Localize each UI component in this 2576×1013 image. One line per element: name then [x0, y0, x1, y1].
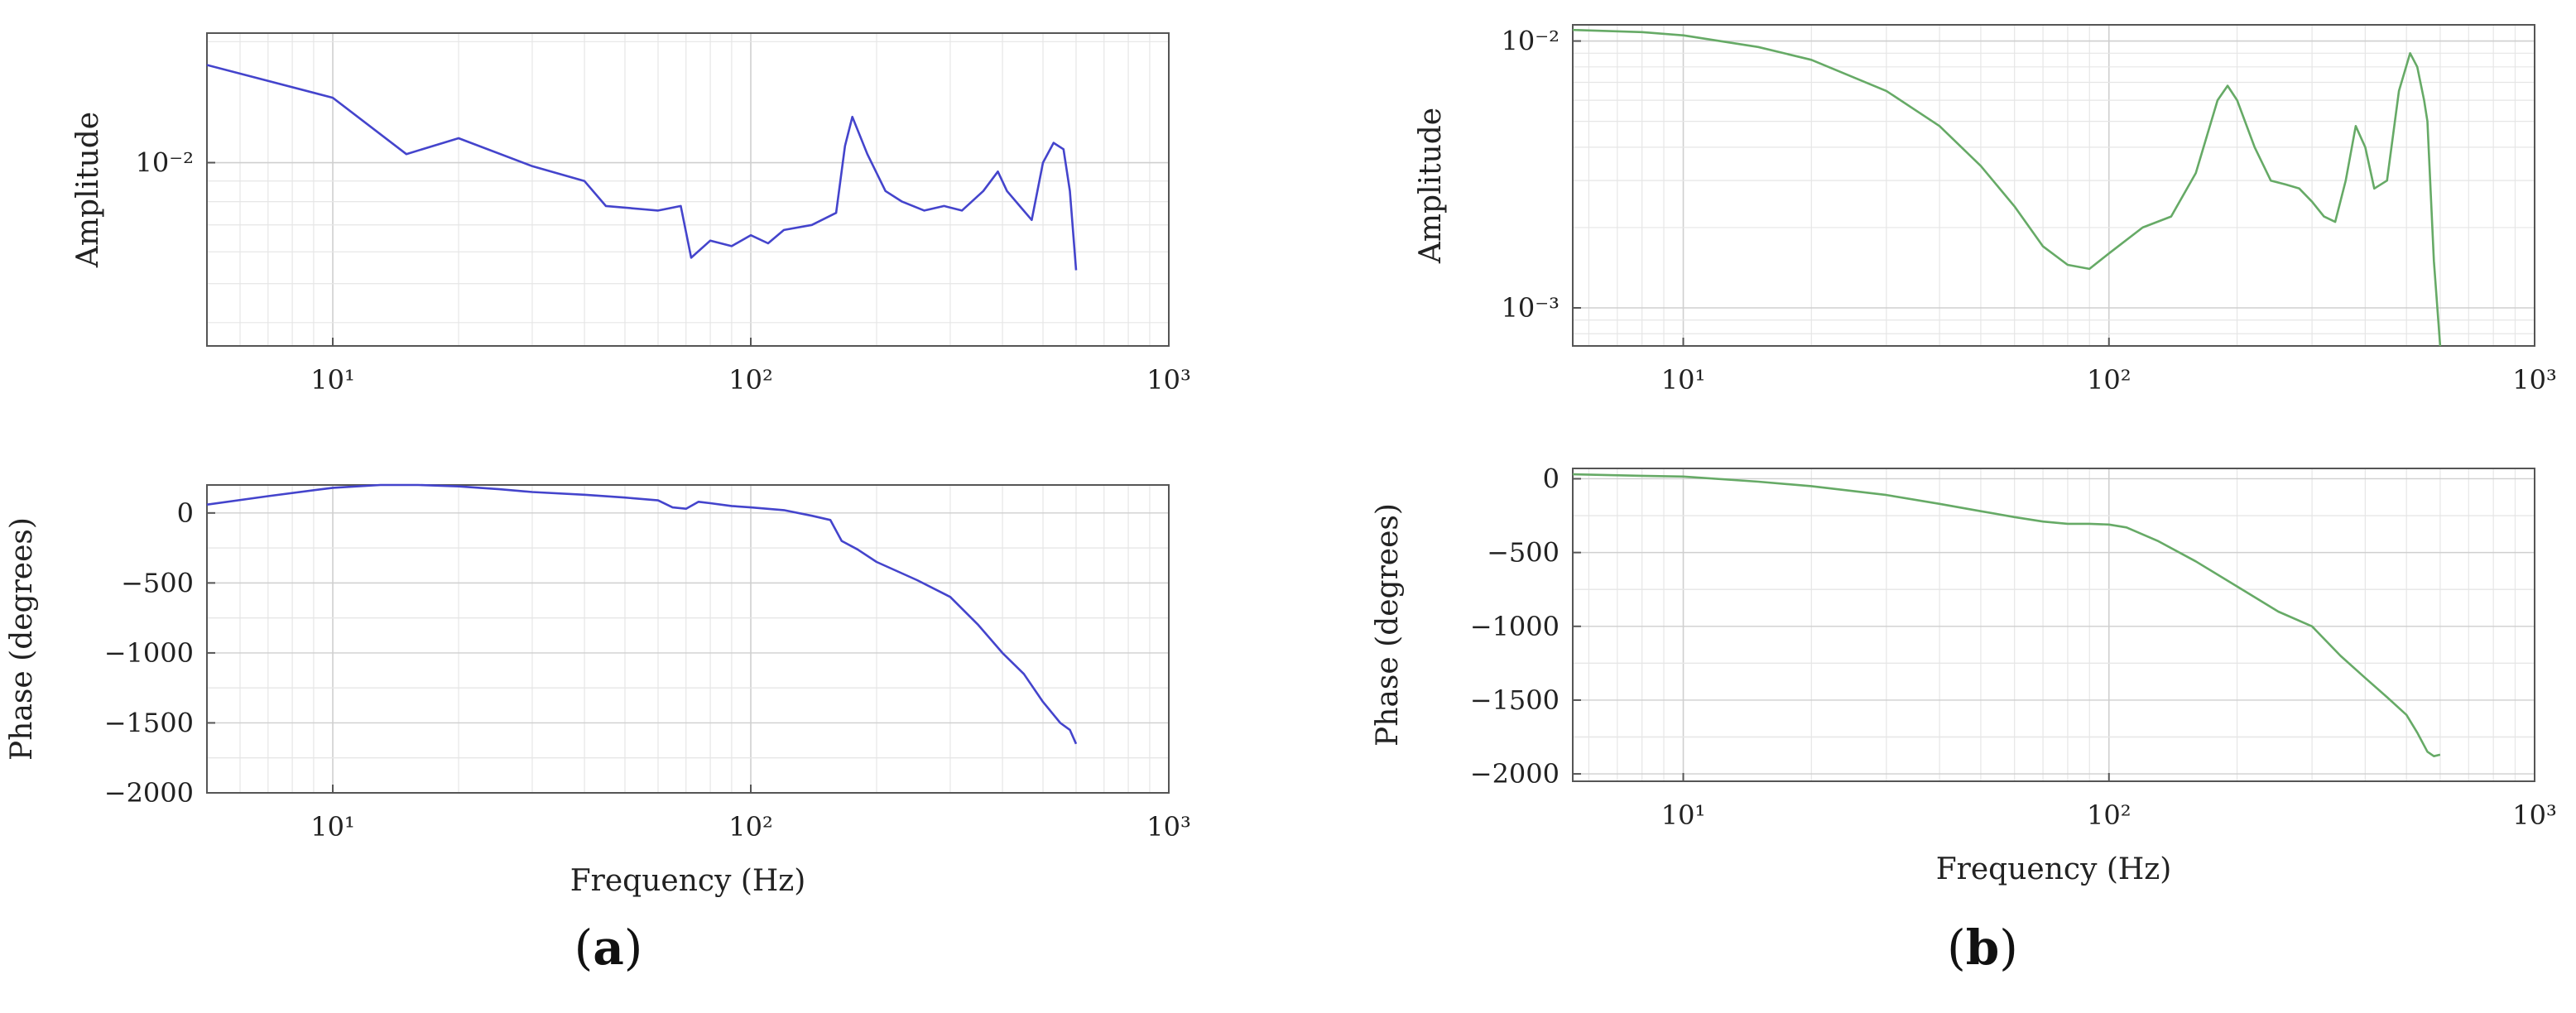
chart-a-phase: 10¹ 10² 10³ 0 −500 −1000 −1500 −2000 Phase (degr…: [5, 483, 1191, 898]
series-line-b-amplitude: [1572, 28, 2442, 347]
x-tick-label: 10²: [728, 811, 773, 843]
x-tick-label: 10¹: [1661, 799, 1706, 831]
y-axis-label: Amplitude: [71, 112, 105, 268]
panel-letter: b: [1966, 919, 2000, 976]
y-tick-label: −2000: [104, 777, 194, 809]
y-tick-label: −2000: [1470, 758, 1560, 790]
y-tick-label: 0: [177, 497, 194, 529]
x-tick-label: 10¹: [310, 364, 355, 396]
panel-paren-open: (: [574, 919, 594, 976]
y-tick-label: −500: [1487, 537, 1560, 569]
x-tick-label: 10²: [2087, 799, 2131, 831]
y-tick-label: −1500: [104, 707, 194, 738]
y-tick-label: −1500: [1470, 684, 1560, 716]
chart-a-amplitude: 10¹ 10² 10³ 10⁻² Amplitude: [71, 32, 1191, 396]
y-tick-label: 10⁻³: [1502, 292, 1560, 324]
x-axis-label: Frequency (Hz): [570, 864, 806, 898]
x-tick-label: 10¹: [1661, 364, 1706, 396]
y-tick-label: 0: [1543, 463, 1560, 494]
panel-letter: a: [593, 919, 624, 976]
x-tick-label: 10²: [2087, 364, 2131, 396]
x-axis-label: Frequency (Hz): [1936, 852, 2172, 886]
x-tick-label: 10²: [728, 364, 773, 396]
x-tick-label: 10³: [1146, 811, 1191, 843]
x-tick-label: 10³: [1146, 364, 1191, 396]
y-tick-label: 10⁻²: [136, 147, 194, 179]
plot-frame: [1572, 24, 2535, 347]
panel-label-a: (a): [574, 919, 643, 976]
grid-lines: [1573, 468, 2535, 781]
panel-paren-open: (: [1947, 919, 1966, 976]
x-tick-label: 10³: [2512, 799, 2557, 831]
series-line-a-amplitude: [206, 64, 1078, 271]
y-tick-label: −1000: [1470, 611, 1560, 642]
panel-paren-close: ): [624, 919, 643, 976]
y-axis-label: Phase (degrees): [1371, 503, 1405, 747]
x-tick-label: 10¹: [310, 811, 355, 843]
y-tick-label: −500: [121, 567, 194, 598]
chart-b-amplitude: 10¹ 10² 10³ 10⁻² 10⁻³ Amplitude: [1414, 24, 2557, 396]
grid-lines: [206, 485, 1170, 794]
plot-frame: [206, 484, 1170, 794]
y-axis-label: Amplitude: [1414, 108, 1448, 264]
panel-paren-close: ): [1999, 919, 2018, 976]
y-axis-label: Phase (degrees): [5, 517, 39, 761]
y-tick-label: −1000: [104, 637, 194, 669]
series-line-a-phase: [206, 483, 1078, 745]
panel-label-b: (b): [1947, 919, 2018, 976]
grid-lines: [1573, 25, 2535, 346]
x-tick-label: 10³: [2512, 364, 2557, 396]
plot-frame: [206, 32, 1170, 347]
y-tick-label: 10⁻²: [1502, 26, 1560, 57]
plot-frame: [1572, 468, 2535, 782]
chart-b-phase: 10¹ 10² 10³ 0 −500 −1000 −1500 −2000 Phase (degr…: [1371, 463, 2557, 886]
series-line-b-phase: [1572, 473, 2441, 758]
grid-lines: [206, 33, 1170, 346]
